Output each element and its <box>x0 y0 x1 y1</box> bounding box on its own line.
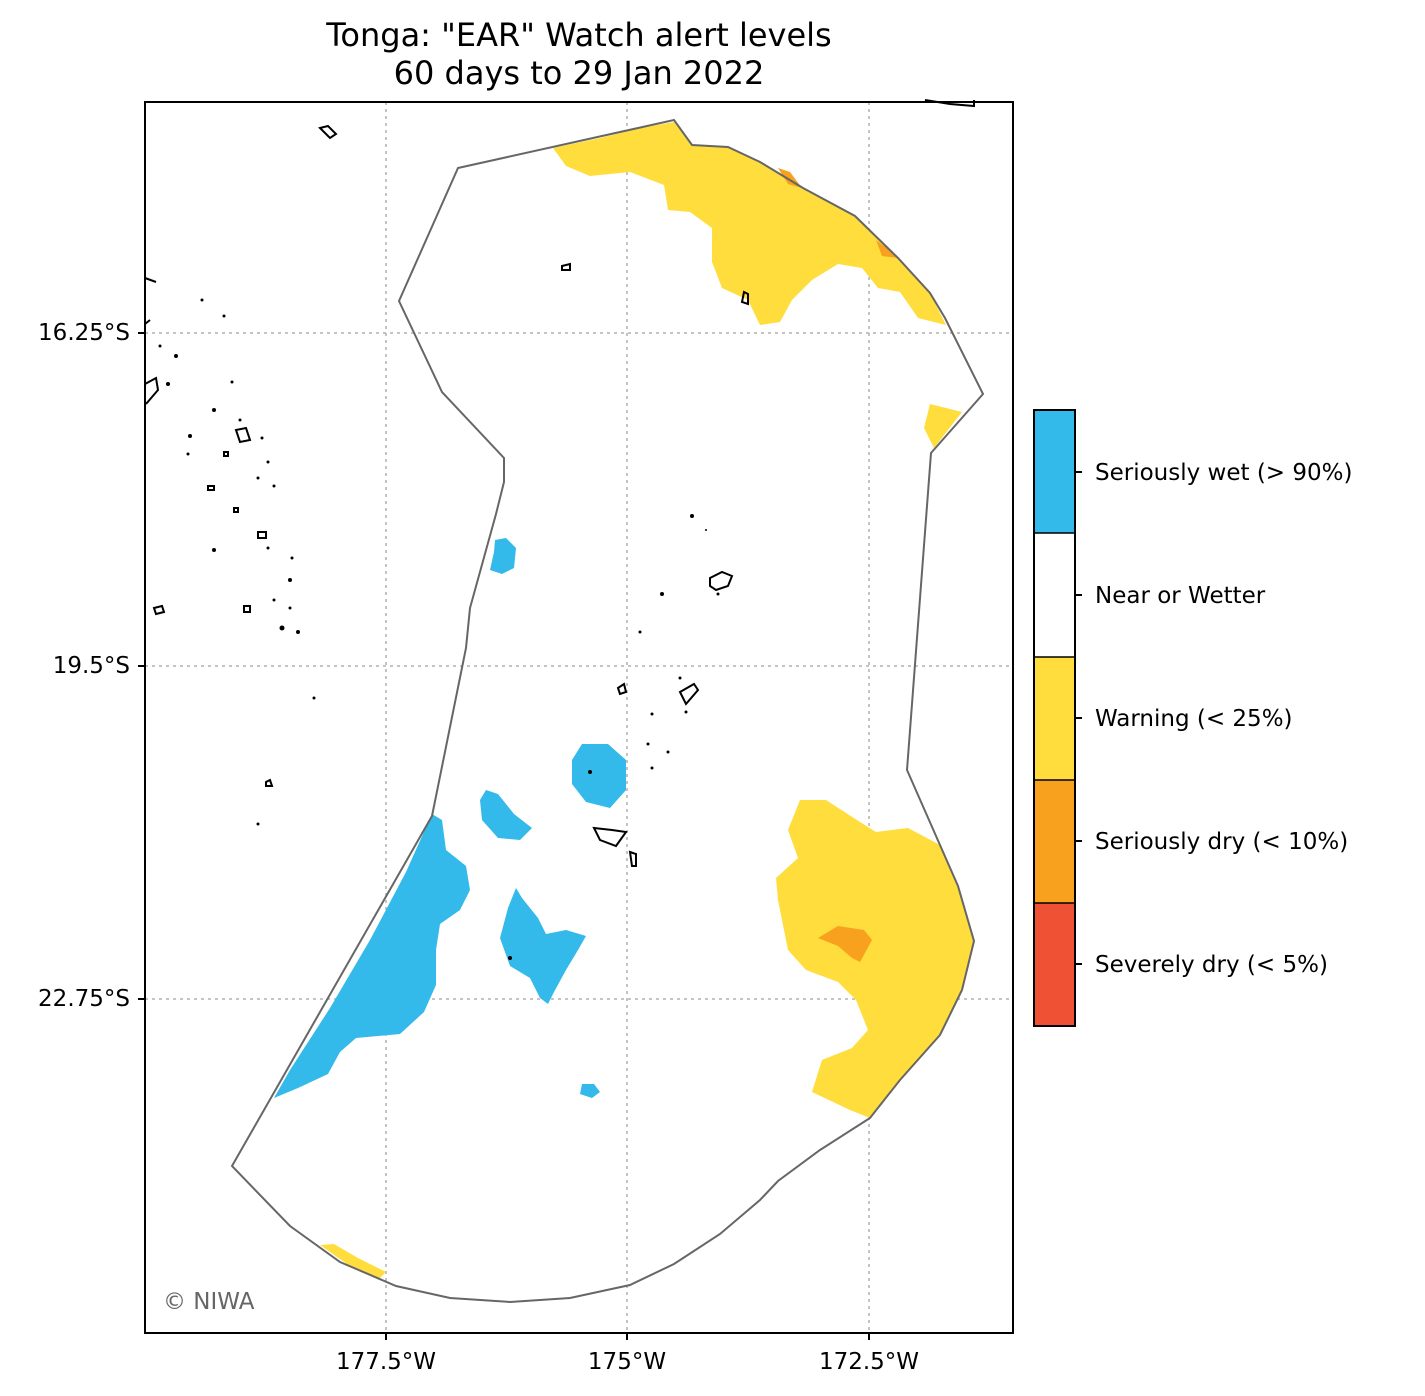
islet <box>260 436 264 440</box>
x-tick-label: 177.5°W <box>335 1349 437 1375</box>
islet <box>158 344 162 348</box>
island-outline-lau-6 <box>223 451 229 457</box>
wet-region-southwest <box>274 814 470 1098</box>
legend-label-warning: Warning (< 25%) <box>1095 706 1293 732</box>
islet <box>174 354 178 358</box>
map-frame <box>144 101 1014 1334</box>
island-outline-haapai <box>678 682 700 706</box>
islet <box>690 514 694 518</box>
island-outline-north <box>318 124 338 140</box>
island-outline-lau-7 <box>233 507 239 513</box>
y-tick-label: 22.75°S <box>38 986 130 1012</box>
credit-label: © NIWA <box>163 1289 255 1315</box>
colorbar <box>1033 409 1082 1027</box>
island-outline-lau-2 <box>207 485 215 491</box>
islet <box>508 956 512 960</box>
islet <box>660 592 664 596</box>
warning-region-southeast <box>776 800 974 1118</box>
islet <box>266 546 270 550</box>
islet <box>200 298 204 302</box>
map-title: Tonga: "EAR" Watch alert levels <box>326 16 832 54</box>
wet-region-west-small <box>480 790 532 840</box>
islet <box>256 476 260 480</box>
legend-label-severely-dry: Severely dry (< 5%) <box>1095 952 1328 978</box>
coastlines <box>144 99 975 867</box>
wet-region-small-south <box>580 1084 600 1098</box>
colorbar-swatch-seriously-wet <box>1034 410 1075 533</box>
islet <box>212 548 216 552</box>
map-subtitle: 60 days to 29 Jan 2022 <box>393 54 765 92</box>
islet <box>212 408 216 412</box>
tick-marks <box>138 332 870 1340</box>
island-outline-tafahi <box>740 290 749 306</box>
legend-label-seriously-dry: Seriously dry (< 10%) <box>1095 829 1349 855</box>
island-outline-fiji-edge <box>144 277 160 405</box>
x-tick-label: 175°W <box>587 1349 667 1375</box>
island-outline-vavau <box>709 570 734 592</box>
warning-region-southwest <box>320 1244 386 1278</box>
islet <box>650 766 654 770</box>
islet <box>288 578 292 582</box>
islet <box>166 382 170 386</box>
island-outline-niuatoputapu <box>561 262 571 271</box>
islet <box>230 380 234 384</box>
wet-region-south-central <box>500 888 586 1004</box>
islet <box>705 529 707 531</box>
colorbar-swatch-warning <box>1034 657 1075 780</box>
seriously-dry-patch-1 <box>818 926 872 962</box>
islet <box>312 696 316 700</box>
islet <box>638 630 642 634</box>
islet <box>678 676 682 680</box>
wet-region-central <box>572 744 626 808</box>
legend-label-seriously-wet: Seriously wet (> 90%) <box>1095 460 1353 486</box>
colorbar-swatch-seriously-dry <box>1034 780 1075 903</box>
island-outline-lau-5 <box>243 605 251 613</box>
island-outline-nomuka <box>616 682 628 696</box>
islet <box>684 710 688 714</box>
islet <box>238 418 242 422</box>
island-outline-lau-4 <box>152 604 166 616</box>
islet <box>650 712 654 716</box>
islet <box>266 460 270 464</box>
islet <box>272 484 276 488</box>
legend-label-near-or-wetter: Near or Wetter <box>1095 583 1266 609</box>
islet <box>666 750 670 754</box>
island-outline-lau-1 <box>234 426 252 444</box>
warning-region-east-small <box>924 404 962 448</box>
small-islets <box>158 298 720 960</box>
warning-region-north <box>553 122 946 325</box>
islet <box>296 630 300 634</box>
colorbar-swatch-severely-dry <box>1034 903 1075 1026</box>
wet-region-north <box>490 538 516 574</box>
island-outline-tongatapu <box>592 826 628 848</box>
islet <box>272 598 276 602</box>
islet <box>188 434 192 438</box>
y-tick-label: 19.5°S <box>52 653 130 679</box>
islet <box>279 625 285 631</box>
island-outline-lau-3 <box>257 531 267 539</box>
alert-regions <box>274 122 974 1278</box>
colorbar-swatch-near-or-wetter <box>1034 533 1075 657</box>
island-outline-ata <box>265 778 274 787</box>
islet <box>256 822 260 826</box>
region-boundary <box>230 118 985 1304</box>
islet <box>588 770 592 774</box>
islet <box>222 314 226 318</box>
islet <box>288 606 292 610</box>
island-outline-eua <box>628 850 637 867</box>
islet <box>186 452 190 456</box>
x-tick-label: 172.5°W <box>818 1349 920 1375</box>
islet <box>646 742 650 746</box>
islet <box>716 592 720 596</box>
y-tick-label: 16.25°S <box>38 320 130 346</box>
islet <box>290 556 294 560</box>
